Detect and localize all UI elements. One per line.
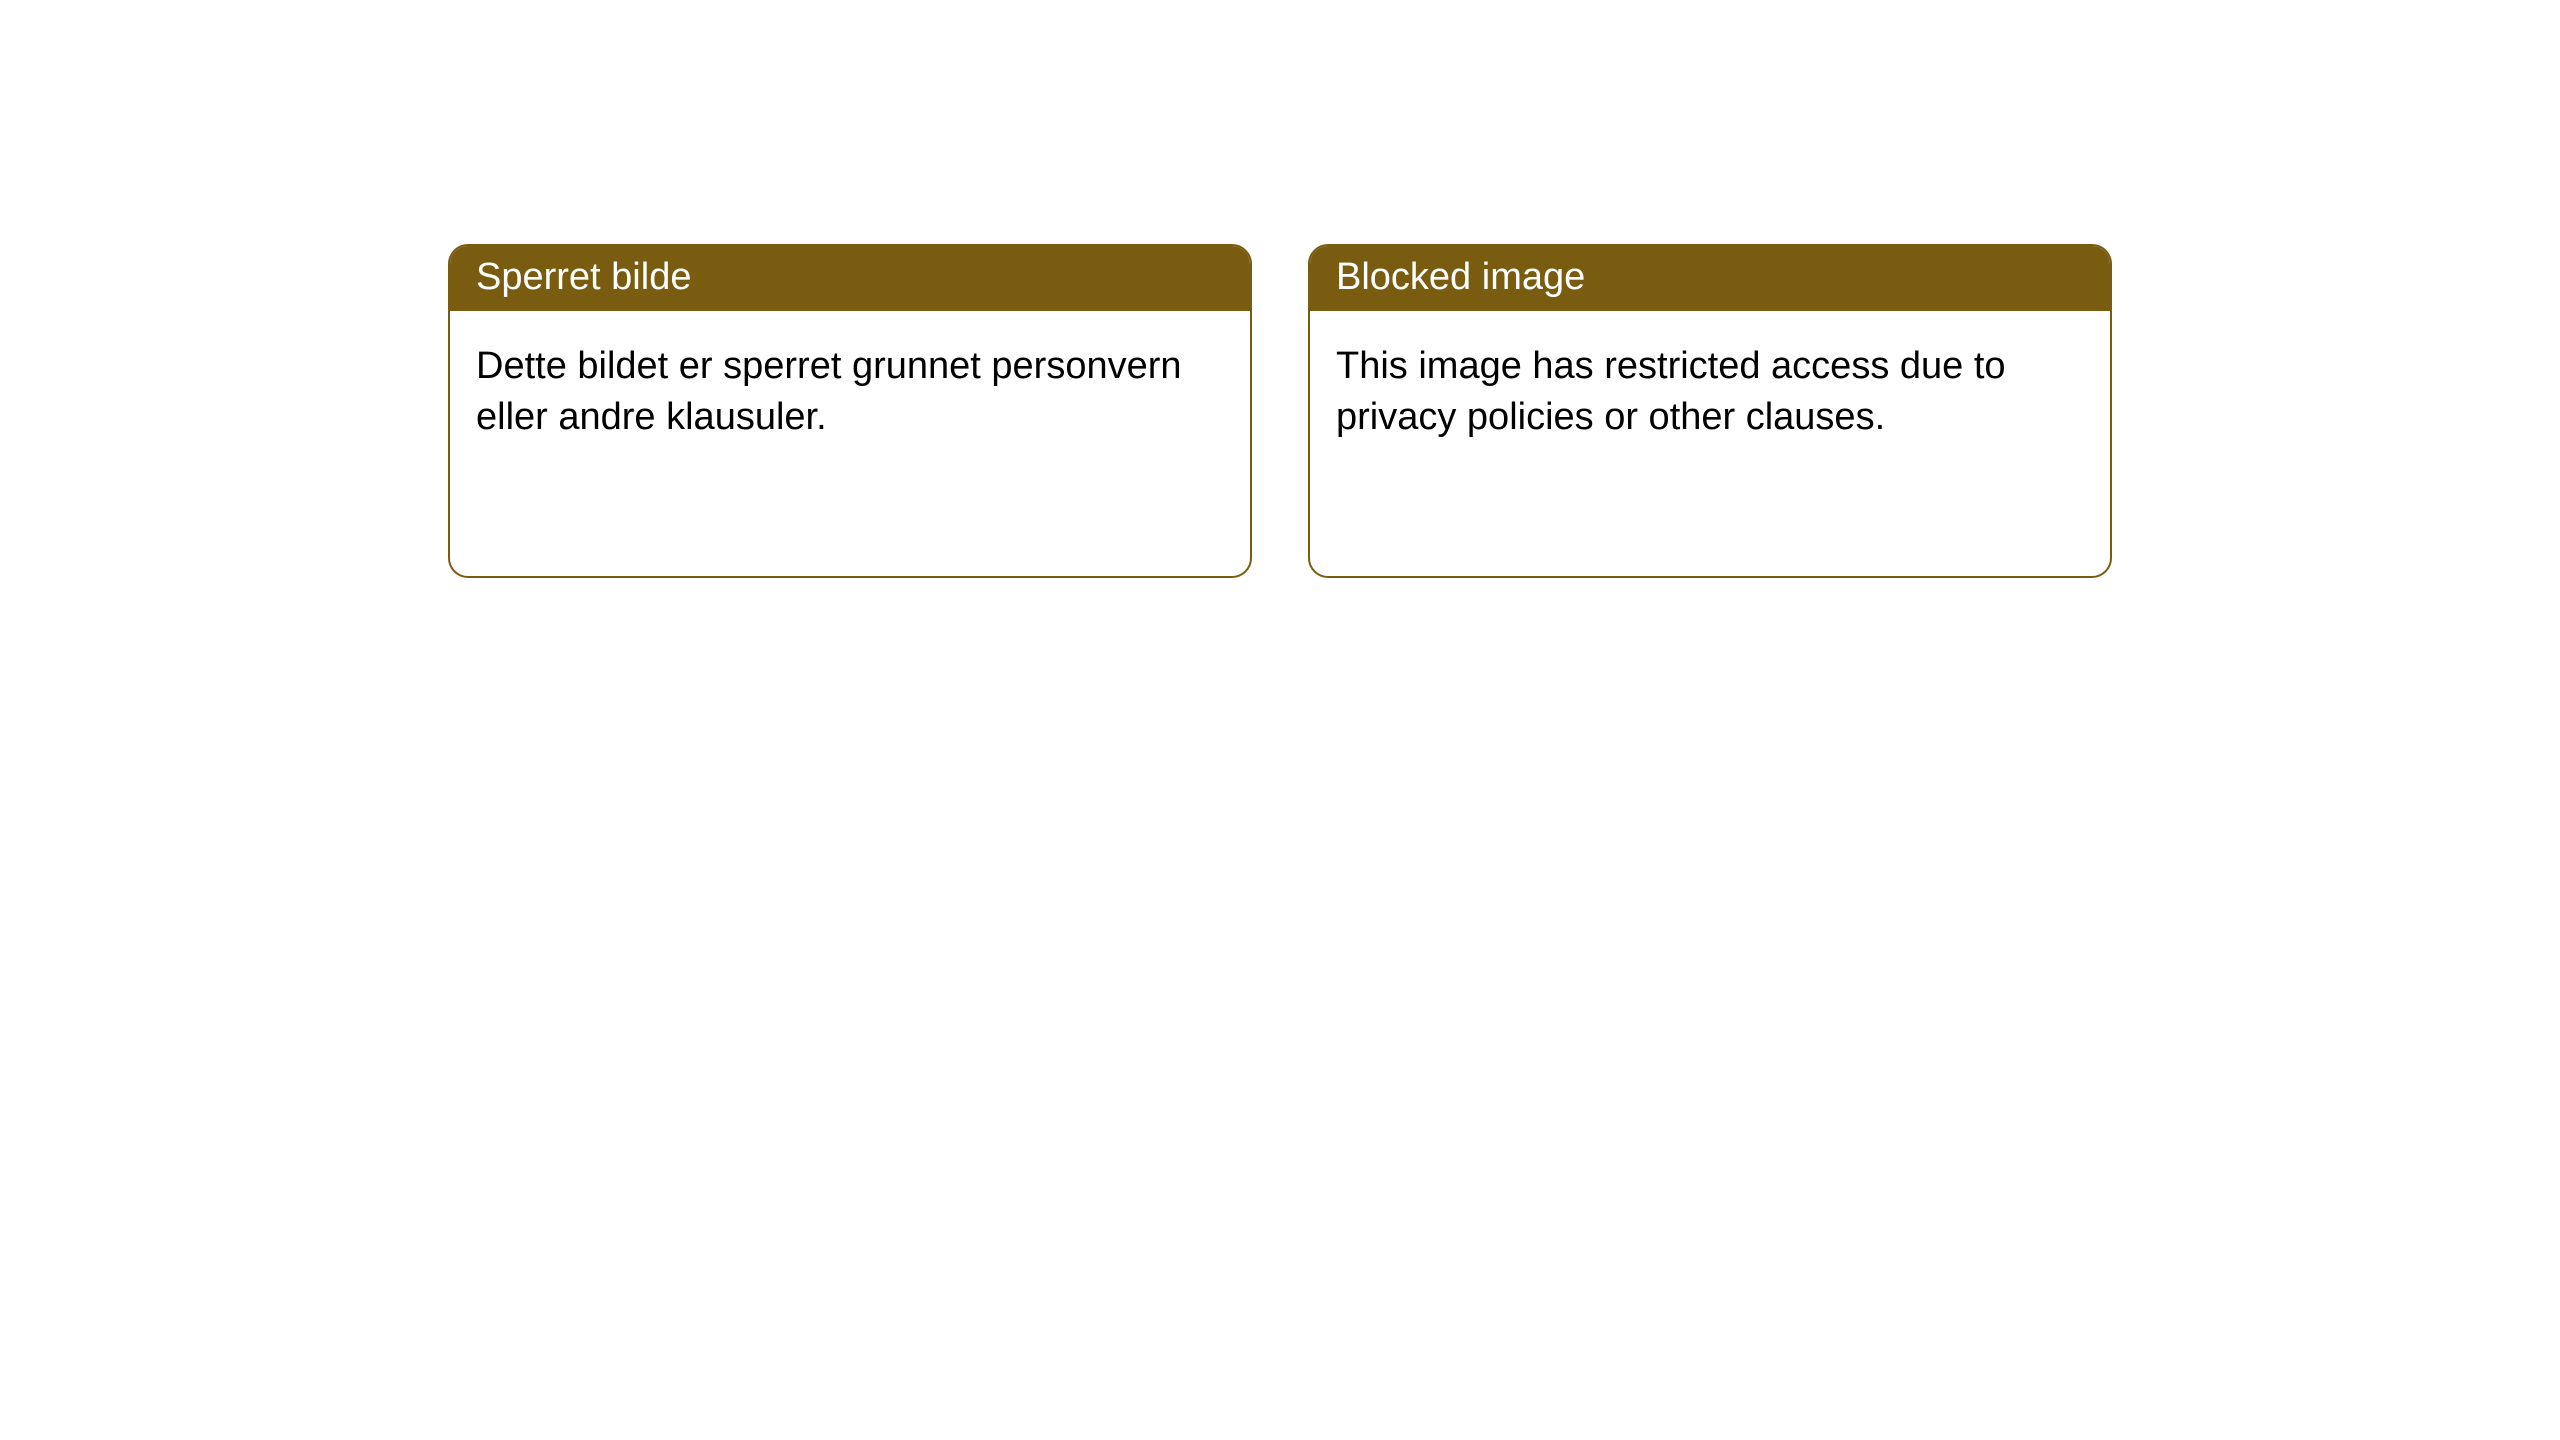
notice-body: This image has restricted access due to … <box>1310 311 2110 474</box>
notice-message: This image has restricted access due to … <box>1336 345 2006 438</box>
notice-title: Blocked image <box>1336 256 1585 298</box>
notice-container: Sperret bilde Dette bildet er sperret gr… <box>448 244 2112 578</box>
notice-body: Dette bildet er sperret grunnet personve… <box>450 311 1250 474</box>
notice-title: Sperret bilde <box>476 256 691 298</box>
notice-card-norwegian: Sperret bilde Dette bildet er sperret gr… <box>448 244 1252 578</box>
notice-header: Blocked image <box>1310 246 2110 311</box>
notice-card-english: Blocked image This image has restricted … <box>1308 244 2112 578</box>
notice-header: Sperret bilde <box>450 246 1250 311</box>
notice-message: Dette bildet er sperret grunnet personve… <box>476 345 1182 438</box>
